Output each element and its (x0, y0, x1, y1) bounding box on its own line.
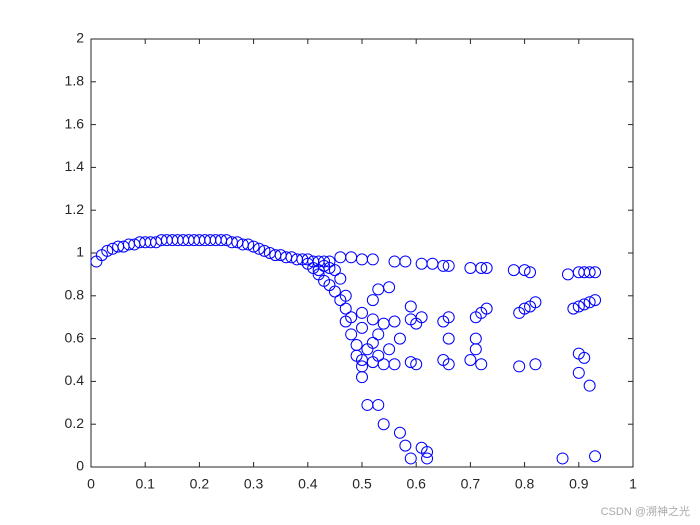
point (442, 259, 455, 272)
point (366, 294, 379, 307)
point (393, 426, 406, 439)
point (529, 296, 542, 309)
point (372, 283, 385, 296)
y-tick-label: 0.4 (65, 372, 85, 388)
point (404, 356, 417, 369)
point (589, 294, 602, 307)
x-tick-label: 1 (629, 476, 637, 492)
point (399, 255, 412, 268)
y-tick-label: 2 (76, 30, 84, 46)
point (442, 311, 455, 324)
point (524, 266, 537, 279)
point (572, 366, 585, 379)
point (518, 302, 531, 315)
point (339, 302, 352, 315)
x-tick-label: 0.5 (352, 476, 372, 492)
x-tick-label: 0.7 (461, 476, 481, 492)
point (518, 264, 531, 277)
point (589, 450, 602, 463)
point (421, 452, 434, 465)
y-tick-label: 1.6 (65, 115, 85, 131)
point (383, 343, 396, 356)
point (415, 311, 428, 324)
point (572, 300, 585, 313)
x-tick-label: 0.6 (406, 476, 426, 492)
point (513, 360, 526, 373)
point (567, 302, 580, 315)
point (475, 261, 488, 274)
point (366, 313, 379, 326)
x-tick-label: 0.8 (515, 476, 535, 492)
point (464, 354, 477, 366)
point (312, 264, 325, 277)
x-tick-label: 0.4 (298, 476, 318, 492)
point (388, 358, 401, 371)
x-tick-label: 0.2 (190, 476, 210, 492)
point (339, 289, 352, 302)
point (334, 272, 347, 285)
point (437, 259, 450, 272)
x-tick-label: 0.1 (135, 476, 155, 492)
point (410, 358, 423, 371)
point (404, 452, 417, 465)
point (356, 371, 368, 384)
point (480, 261, 493, 274)
point (589, 266, 602, 279)
watermark: CSDN @溯神之光 (601, 504, 690, 518)
point (356, 306, 368, 319)
point (101, 244, 114, 257)
point (253, 242, 266, 255)
point (372, 349, 385, 362)
point (242, 238, 255, 251)
y-tick-label: 0 (76, 458, 84, 474)
point (328, 285, 341, 298)
point (399, 439, 412, 452)
y-tick-label: 0.6 (65, 329, 85, 345)
point (421, 446, 434, 459)
point (480, 302, 493, 315)
point (583, 296, 596, 309)
point (578, 298, 591, 311)
x-tick-label: 0.3 (244, 476, 264, 492)
point (372, 328, 385, 341)
point (328, 264, 341, 277)
y-tick-label: 1.8 (65, 73, 85, 89)
point (583, 379, 596, 392)
x-tick-label: 0 (87, 476, 95, 492)
x-tick-label: 0.9 (569, 476, 589, 492)
point (442, 332, 455, 345)
y-tick-label: 0.2 (65, 415, 85, 431)
point (578, 351, 591, 364)
point (529, 358, 542, 371)
point (366, 253, 379, 266)
point (377, 418, 390, 431)
point (469, 332, 482, 345)
point (345, 328, 358, 341)
y-tick-label: 1 (76, 244, 84, 260)
point (583, 266, 596, 279)
point (345, 311, 358, 324)
point (393, 332, 406, 345)
y-tick-label: 0.8 (65, 287, 85, 303)
plot-area (90, 38, 634, 468)
point (442, 358, 455, 371)
point (372, 398, 385, 411)
point (301, 257, 314, 270)
point (361, 343, 374, 356)
point (356, 321, 368, 334)
point (475, 358, 488, 371)
point (404, 300, 417, 313)
point (388, 315, 401, 328)
point (258, 244, 271, 257)
point (247, 240, 260, 253)
y-tick-label: 1.4 (65, 158, 85, 174)
point (556, 452, 569, 465)
y-tick-label: 1.2 (65, 201, 85, 217)
